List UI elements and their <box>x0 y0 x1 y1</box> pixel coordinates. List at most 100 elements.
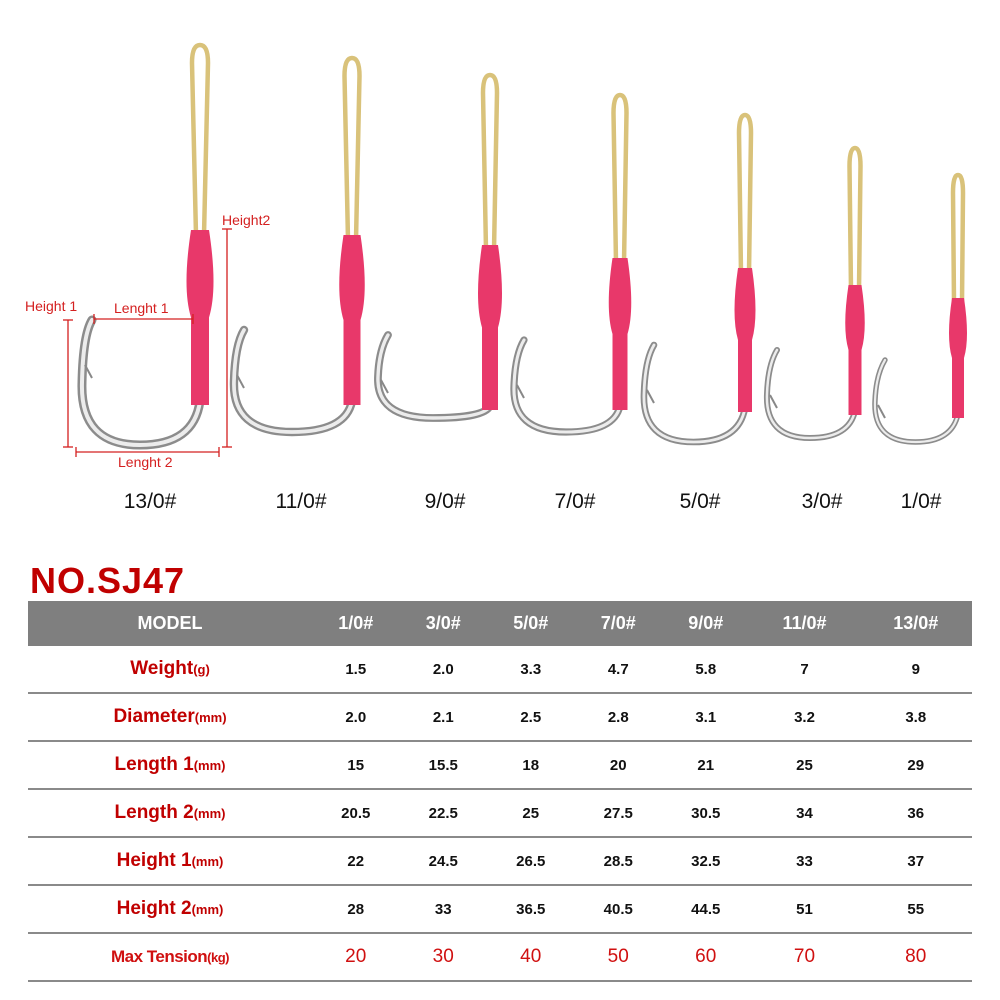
row-unit: (mm) <box>193 758 226 773</box>
spec-table: MODEL 1/0# 3/0# 5/0# 7/0# 9/0# 11/0# 13/… <box>28 601 972 982</box>
row-unit: (mm) <box>193 806 226 821</box>
table-cell: 3.2 <box>749 693 860 742</box>
length2-label: Lenght 2 <box>118 454 173 470</box>
pink-tube <box>478 245 502 410</box>
hook-wire <box>229 325 357 437</box>
pink-tube <box>339 235 365 405</box>
height1-label: Height 1 <box>25 298 78 314</box>
hook-highlight <box>232 328 354 434</box>
table-cell: 40.5 <box>574 885 662 934</box>
table-cell: 2.0 <box>312 693 400 742</box>
hook-wire <box>374 331 494 422</box>
table-cell: 4.7 <box>574 646 662 694</box>
table-row: Diameter(mm) 2.0 2.1 2.5 2.8 3.1 3.2 3.8 <box>28 693 972 742</box>
table-cell: 21 <box>662 741 750 790</box>
table-cell: 50 <box>574 933 662 982</box>
row-label-text: Weight <box>130 658 194 679</box>
hook-highlight <box>642 343 747 444</box>
table-cell: 60 <box>662 933 750 982</box>
rope-loop <box>611 92 629 264</box>
hook-wire <box>872 357 961 445</box>
row-label-text: Diameter <box>113 706 195 727</box>
size-label-11-0: 11/0# <box>275 490 327 513</box>
pink-tube <box>608 258 632 410</box>
hook-highlight <box>873 358 960 444</box>
table-cell: 28 <box>312 885 400 934</box>
table-cell: 44.5 <box>662 885 750 934</box>
table-cell: 29 <box>859 741 972 790</box>
table-cell: 30 <box>399 933 487 982</box>
table-cell: 9 <box>859 646 972 694</box>
hook-wire <box>763 347 858 442</box>
table-cell: 33 <box>399 885 487 934</box>
table-cell: 40 <box>487 933 575 982</box>
table-cell: 22 <box>312 837 400 886</box>
hook <box>872 172 967 445</box>
row-label-text: Max Tension <box>110 947 208 966</box>
size-label-9-0: 9/0# <box>424 490 466 513</box>
row-unit: (kg) <box>207 950 230 965</box>
table-row: Height 1(mm) 22 24.5 26.5 28.5 32.5 33 37 <box>28 837 972 886</box>
header-col: 5/0# <box>487 601 575 646</box>
table-cell: 2.5 <box>487 693 575 742</box>
header-col: 7/0# <box>574 601 662 646</box>
table-cell: 36.5 <box>487 885 575 934</box>
hook-highlight <box>765 348 857 440</box>
table-cell: 15.5 <box>399 741 487 790</box>
dimension-lines <box>63 228 232 457</box>
hook-highlight <box>376 333 492 420</box>
hook <box>640 112 756 446</box>
rope-loop <box>950 172 966 304</box>
rope-loop <box>480 72 500 251</box>
hook-barb <box>516 384 525 399</box>
table-cell: 1.5 <box>312 646 400 694</box>
hook <box>374 72 502 422</box>
hook-wire <box>640 341 749 446</box>
row-label: Height 1(mm) <box>28 837 312 886</box>
table-cell: 25 <box>749 741 860 790</box>
header-model: MODEL <box>28 601 312 646</box>
size-label-7-0: 7/0# <box>554 490 596 513</box>
table-cell: 20 <box>312 933 400 982</box>
table-cell: 20.5 <box>312 789 400 838</box>
rope-loop <box>736 112 754 274</box>
table-cell: 3.3 <box>487 646 575 694</box>
hook <box>77 42 214 450</box>
hook <box>229 55 365 437</box>
hooks-illustration <box>63 42 967 457</box>
table-cell: 20 <box>574 741 662 790</box>
row-label-text: Length 2 <box>114 802 194 823</box>
rope-loop <box>847 145 863 291</box>
row-label-text: Height 2 <box>116 898 192 919</box>
size-label-1-0: 1/0# <box>900 490 942 513</box>
table-cell: 15 <box>312 741 400 790</box>
table-cell: 18 <box>487 741 575 790</box>
hook-barb <box>877 404 886 419</box>
pink-tube <box>949 298 967 418</box>
table-row: Max Tension(kg) 20 30 40 50 60 70 80 <box>28 933 972 982</box>
hook-barb <box>769 394 778 409</box>
header-col: 9/0# <box>662 601 750 646</box>
row-unit: (g) <box>193 662 210 677</box>
row-unit: (mm) <box>191 854 224 869</box>
table-cell: 30.5 <box>662 789 750 838</box>
pink-tube <box>845 285 865 415</box>
row-label: Weight(g) <box>28 646 312 694</box>
row-label-text: Height 1 <box>116 850 192 871</box>
product-title: NO.SJ47 <box>30 560 186 601</box>
header-col: 11/0# <box>749 601 860 646</box>
table-cell: 37 <box>859 837 972 886</box>
table-row: Weight(g) 1.5 2.0 3.3 4.7 5.8 7 9 <box>28 646 972 694</box>
table-cell: 3.1 <box>662 693 750 742</box>
hook-barb <box>380 379 389 394</box>
row-label: Height 2(mm) <box>28 885 312 934</box>
row-label: Length 2(mm) <box>28 789 312 838</box>
hook-barb <box>646 389 655 404</box>
table-cell: 26.5 <box>487 837 575 886</box>
header-col: 13/0# <box>859 601 972 646</box>
table-row: Length 1(mm) 15 15.5 18 20 21 25 29 <box>28 741 972 790</box>
table-cell: 34 <box>749 789 860 838</box>
hook-barb <box>84 364 93 379</box>
hook-highlight <box>79 318 202 448</box>
table-cell: 55 <box>859 885 972 934</box>
